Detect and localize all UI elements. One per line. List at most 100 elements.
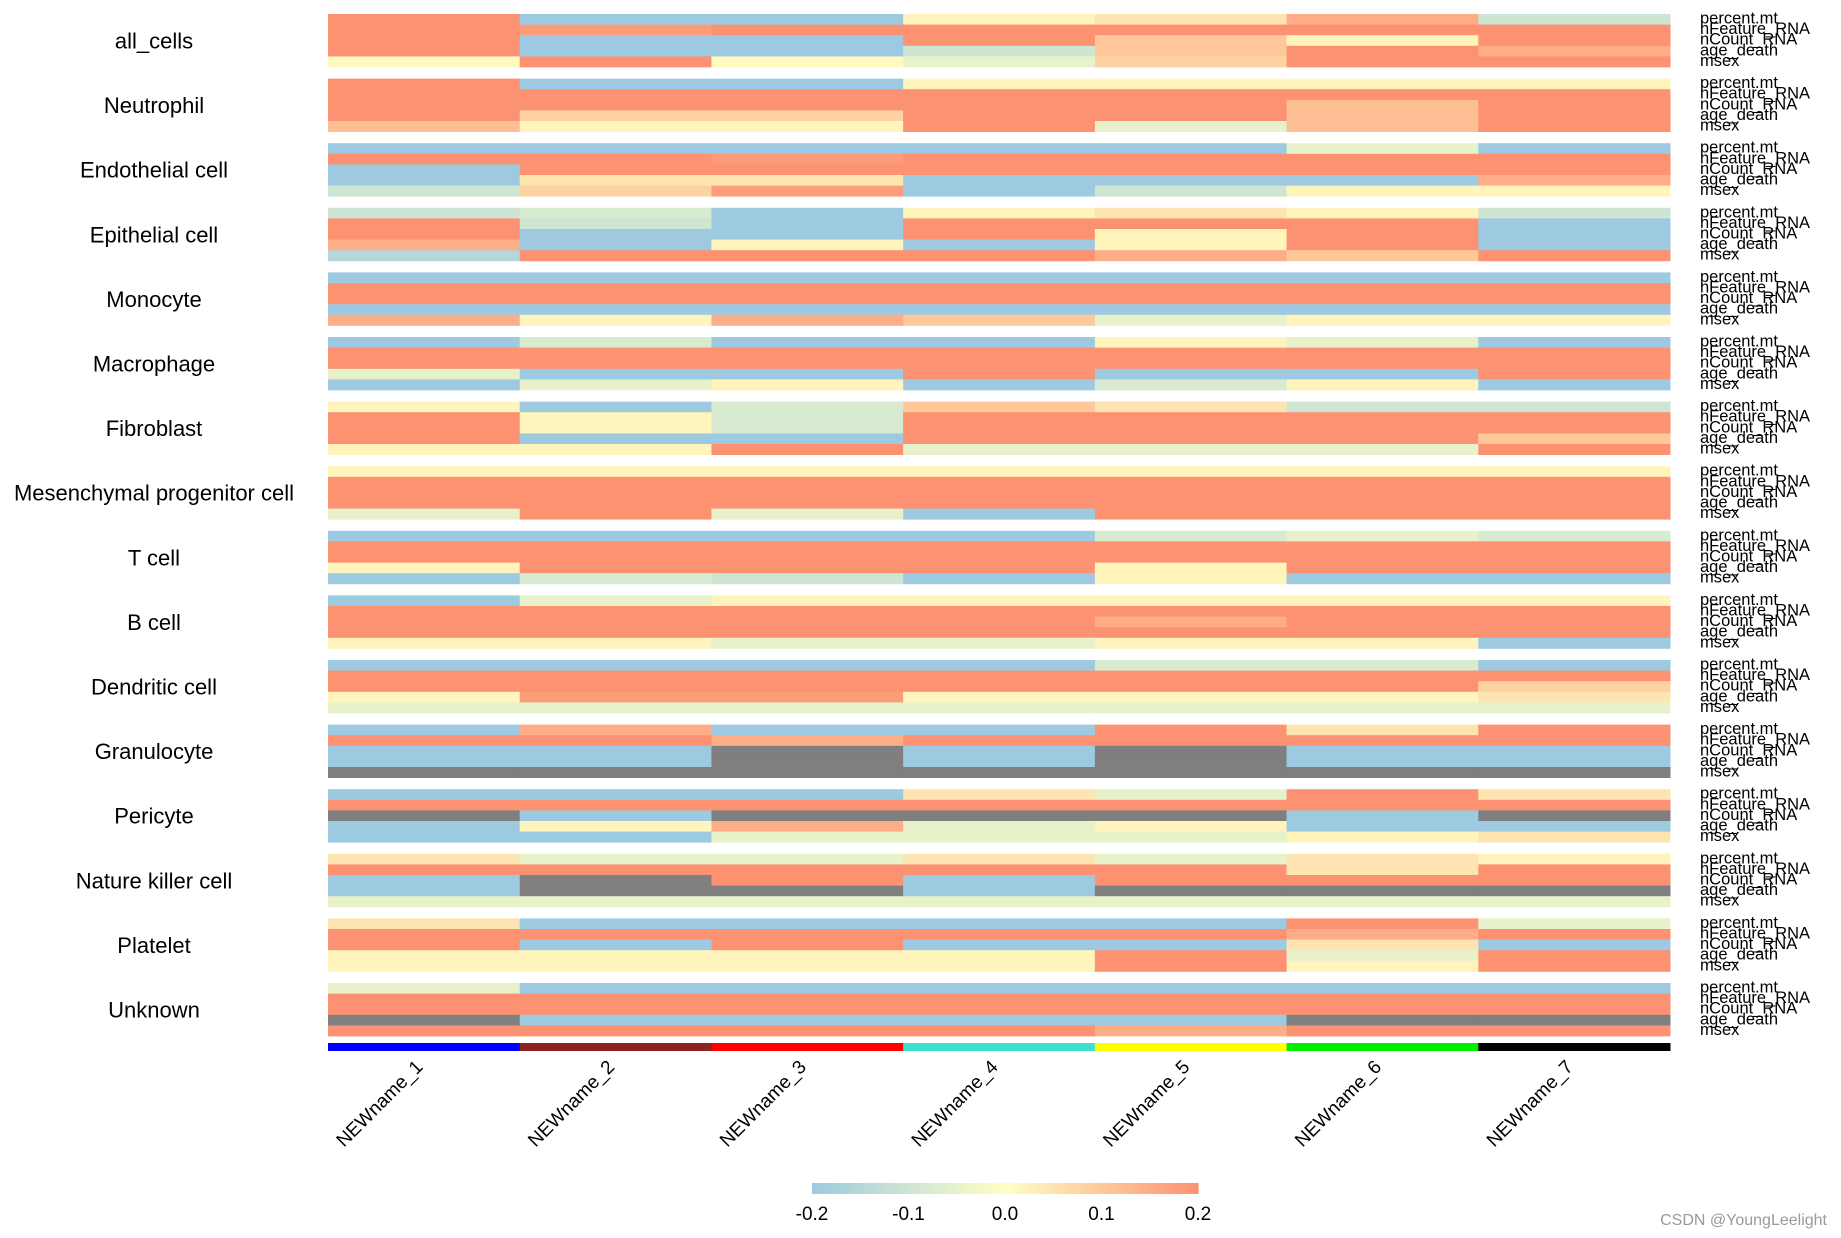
group-label: Dendritic cell: [91, 675, 217, 700]
heatmap-cell: [328, 110, 521, 122]
heatmap-cell: [328, 993, 521, 1005]
heatmap-cell: [1478, 293, 1671, 305]
heatmap-cell: [1286, 24, 1479, 36]
heatmap-cell: [1286, 637, 1479, 649]
heatmap-cell: [903, 110, 1096, 122]
heatmap-cell: [711, 660, 904, 671]
variable-label: nFeature_RNA: [1700, 602, 1810, 620]
heatmap-cell: [903, 745, 1096, 757]
heatmap-cell: [1094, 401, 1288, 413]
heatmap-cell: [328, 153, 521, 165]
heatmap-cell: [1478, 466, 1671, 478]
heatmap-cell: [903, 810, 1096, 822]
heatmap-cell: [711, 541, 904, 553]
heatmap-cell: [903, 508, 1096, 520]
heatmap-cell: [1286, 239, 1479, 251]
heatmap-cell: [711, 552, 904, 563]
colorbar-swatch: [1111, 1183, 1117, 1194]
heatmap-cell: [328, 207, 521, 219]
heatmap-cell: [519, 337, 712, 348]
heatmap-cell: [328, 99, 521, 111]
heatmap-cell: [328, 691, 521, 703]
heatmap-cell: [1094, 929, 1288, 940]
group-label: B cell: [127, 610, 181, 635]
colorbar-swatch: [1005, 1183, 1011, 1194]
heatmap-cell: [1094, 724, 1288, 736]
variable-label: age_death: [1700, 300, 1778, 318]
heatmap-cell: [1478, 960, 1671, 972]
colorbar-swatch: [951, 1183, 958, 1194]
colorbar-swatch: [1067, 1183, 1074, 1194]
variable-label: percent.mt: [1700, 139, 1778, 157]
heatmap-cell: [1094, 487, 1288, 499]
heatmap-cell: [903, 207, 1096, 219]
column-annotation-segment: [903, 1043, 1096, 1051]
heatmap-cell: [519, 412, 712, 424]
heatmap-cell: [328, 541, 521, 553]
heatmap-cell: [711, 562, 904, 574]
heatmap-cell: [711, 670, 904, 682]
heatmap-cell: [328, 950, 521, 962]
colorbar-swatch: [879, 1183, 885, 1194]
heatmap-cell: [1094, 993, 1288, 1005]
heatmap-cell: [1094, 885, 1288, 897]
column-label: NEWname_5: [1099, 1057, 1194, 1152]
heatmap-cell: [711, 293, 904, 305]
colorbar-swatch: [1183, 1183, 1189, 1194]
heatmap-cell: [519, 45, 712, 57]
heatmap-cell: [711, 89, 904, 101]
variable-label: nFeature_RNA: [1700, 666, 1810, 684]
heatmap-cell: [328, 347, 521, 359]
heatmap-cell: [1094, 573, 1288, 585]
heatmap-cell: [1286, 218, 1479, 230]
heatmap-cell: [1478, 562, 1671, 574]
heatmap-cell: [519, 358, 712, 370]
heatmap-cell: [1286, 250, 1479, 262]
heatmap-cell: [519, 983, 712, 994]
heatmap-cell: [903, 670, 1096, 682]
variable-label: nFeature_RNA: [1700, 279, 1810, 297]
heatmap-cell: [1478, 508, 1671, 520]
heatmap-cell: [903, 821, 1096, 832]
heatmap-cell: [1094, 175, 1288, 186]
heatmap-cell: [711, 627, 904, 639]
variable-label: nFeature_RNA: [1700, 85, 1810, 103]
heatmap-cell: [1286, 487, 1479, 499]
heatmap-cell: [1478, 218, 1671, 230]
heatmap-cell: [328, 831, 521, 843]
variable-label: nFeature_RNA: [1700, 408, 1810, 426]
heatmap-cell: [328, 660, 521, 671]
variable-label: nCount_RNA: [1700, 225, 1797, 243]
heatmap-cell: [711, 950, 904, 962]
heatmap-cell: [328, 433, 521, 445]
heatmap-cell: [711, 78, 904, 90]
heatmap-cell: [519, 670, 712, 682]
heatmap-cell: [1286, 1004, 1479, 1016]
heatmap-cell: [1478, 983, 1671, 994]
heatmap-cell: [1094, 304, 1288, 316]
heatmap-cell: [1478, 1004, 1671, 1016]
heatmap-cell: [903, 250, 1096, 262]
variable-label: percent.mt: [1700, 10, 1778, 28]
heatmap-cell: [711, 993, 904, 1005]
colorbar-swatch: [869, 1183, 876, 1194]
heatmap-cell: [1286, 831, 1479, 843]
variable-label: nFeature_RNA: [1700, 214, 1810, 232]
heatmap-cell: [903, 175, 1096, 186]
heatmap-cell: [903, 875, 1096, 886]
heatmap-cell: [519, 229, 712, 240]
heatmap-cell: [1478, 99, 1671, 111]
heatmap-cell: [519, 283, 712, 294]
heatmap-cell: [903, 724, 1096, 736]
heatmap-cell: [519, 573, 712, 585]
heatmap-cell: [1094, 56, 1288, 68]
heatmap-cell: [328, 573, 521, 585]
heatmap-cell: [1478, 487, 1671, 499]
heatmap-cell: [1286, 175, 1479, 186]
group-label: Nature killer cell: [76, 868, 233, 893]
heatmap-cell: [1094, 681, 1288, 693]
heatmap-cell: [519, 831, 712, 843]
heatmap-cell: [903, 229, 1096, 240]
heatmap-cell: [711, 56, 904, 68]
colorbar-swatch: [1125, 1183, 1132, 1194]
